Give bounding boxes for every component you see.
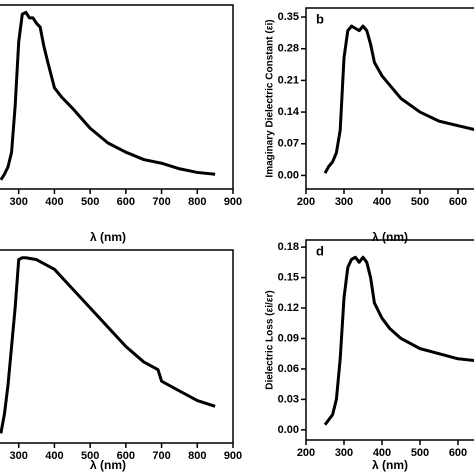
y-tick-label: 0.06 <box>278 363 299 375</box>
y-tick-label: 0.07 <box>278 138 299 150</box>
x-tick-label: 400 <box>373 196 391 208</box>
plot-frame <box>305 239 474 441</box>
x-axis-label: λ (nm) <box>372 230 408 244</box>
y-tick-label: 0.28 <box>278 43 299 55</box>
x-tick-label: 400 <box>45 196 63 208</box>
data-line <box>323 255 474 426</box>
plot-frame <box>305 7 474 190</box>
panel-label: d <box>316 243 324 258</box>
x-tick-label: 300 <box>10 196 28 208</box>
x-tick-label: 600 <box>117 196 135 208</box>
x-tick-label: 400 <box>45 450 63 462</box>
x-axis-label: λ (nm) <box>90 230 126 244</box>
x-tick-label: 500 <box>411 447 429 459</box>
y-tick-label: 0.15 <box>278 271 299 283</box>
x-tick-label: 900 <box>224 196 242 208</box>
y-tick-label: 0.00 <box>278 424 299 436</box>
y-axis-label: Dielectric Loss (εi/εr) <box>265 290 276 390</box>
x-tick-label: 800 <box>188 196 206 208</box>
y-tick-label: 0.21 <box>278 74 299 86</box>
x-tick-label: 500 <box>81 450 99 462</box>
x-tick-label: 900 <box>224 450 242 462</box>
x-tick-label: 200 <box>297 196 315 208</box>
y-tick-label: 0.09 <box>278 332 299 344</box>
y-axis-label: Imaginary Dielectric Constant (εi) <box>265 19 276 177</box>
y-tick-label: 0.03 <box>278 393 299 405</box>
x-tick-label: 300 <box>10 450 28 462</box>
y-tick-label: 0.12 <box>278 302 299 314</box>
panel-label: b <box>316 11 324 26</box>
x-tick-label: 200 <box>297 447 315 459</box>
y-tick-label: 0.35 <box>278 11 299 23</box>
y-tick-label: 0.18 <box>278 241 299 253</box>
data-line <box>0 256 216 434</box>
plot-frame <box>0 4 234 190</box>
x-tick-label: 600 <box>449 447 467 459</box>
x-tick-label: 700 <box>152 196 170 208</box>
y-tick-label: 0.00 <box>278 169 299 181</box>
x-tick-label: 500 <box>81 196 99 208</box>
x-tick-label: 600 <box>449 196 467 208</box>
y-tick-label: 0.14 <box>278 106 300 118</box>
plot-frame <box>0 249 234 444</box>
x-axis-label: λ (nm) <box>90 458 126 472</box>
x-tick-label: 800 <box>188 450 206 462</box>
x-tick-label: 300 <box>335 196 353 208</box>
x-tick-label: 700 <box>152 450 170 462</box>
x-axis-label: λ (nm) <box>372 458 408 472</box>
data-line <box>0 10 216 181</box>
data-line <box>323 24 474 174</box>
x-tick-label: 300 <box>335 447 353 459</box>
x-tick-label: 500 <box>411 196 429 208</box>
x-tick-label: 600 <box>117 450 135 462</box>
x-tick-label: 400 <box>373 447 391 459</box>
